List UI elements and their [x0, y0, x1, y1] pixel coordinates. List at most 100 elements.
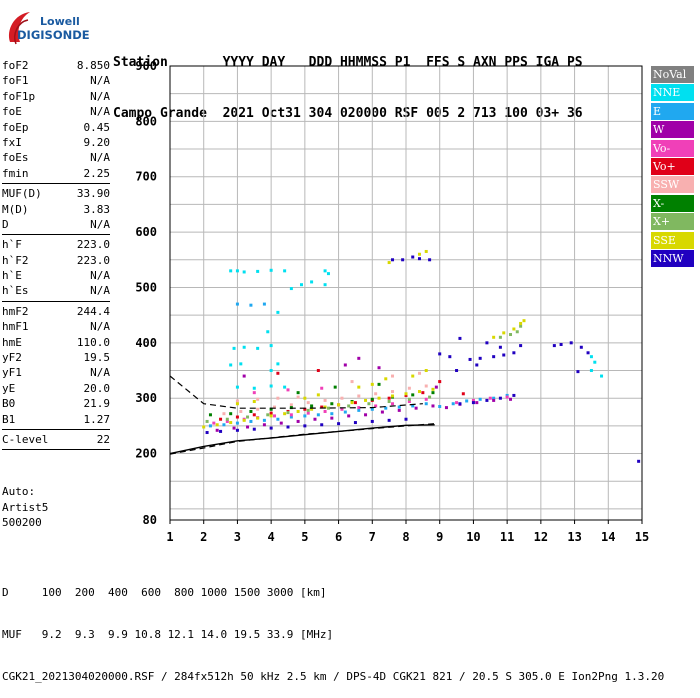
param-row: h`F2 223.0	[2, 253, 110, 268]
data-point	[505, 393, 509, 397]
data-point	[286, 388, 290, 392]
data-point	[407, 386, 411, 390]
data-point	[357, 406, 361, 410]
data-point	[370, 382, 374, 386]
data-point	[276, 396, 280, 400]
param-value: N/A	[90, 366, 110, 380]
param-value: N/A	[90, 217, 110, 231]
data-point	[370, 397, 374, 401]
data-point	[498, 396, 502, 400]
data-point	[357, 394, 361, 398]
legend-item-e: E	[651, 102, 694, 120]
data-point	[303, 396, 307, 400]
data-point	[208, 424, 212, 428]
data-point	[316, 393, 320, 397]
data-point	[522, 319, 526, 323]
data-point	[235, 415, 239, 419]
data-point	[202, 425, 206, 429]
data-point	[306, 408, 310, 412]
data-point	[219, 417, 223, 421]
data-point	[323, 283, 327, 287]
data-point	[411, 404, 415, 408]
legend-item-ssw: SSW	[651, 176, 694, 194]
data-point	[299, 283, 303, 287]
data-point	[478, 397, 482, 401]
data-point	[286, 411, 290, 415]
data-point	[326, 272, 330, 276]
data-point	[343, 410, 347, 414]
param-value: 21.9	[83, 397, 111, 411]
legend-item-x-: X-	[651, 194, 694, 212]
data-point	[343, 363, 347, 367]
param-row: hmF2 244.4	[2, 304, 110, 319]
data-point	[509, 333, 513, 337]
data-point	[569, 341, 573, 345]
param-name: foF2	[2, 59, 29, 72]
auto-program: Artist5	[2, 500, 49, 514]
param-row: yE 20.0	[2, 381, 110, 396]
x-tick-label: 13	[567, 530, 581, 544]
chart-axes: 1 2 3 4 5 6 7 8 9 10 11 12 13 14 158020030040050060070…	[135, 59, 649, 544]
data-point	[279, 421, 283, 425]
data-point	[323, 269, 327, 273]
data-point	[492, 355, 496, 359]
data-point	[380, 410, 384, 414]
param-row: M(D) 3.83	[2, 202, 110, 217]
y-tick-label: 400	[135, 336, 157, 350]
data-point	[414, 406, 418, 410]
data-point	[417, 371, 421, 375]
data-point	[397, 408, 401, 412]
data-point	[215, 428, 219, 432]
legend-item-vo-: Vo-	[651, 139, 694, 157]
data-point	[397, 405, 401, 409]
data-point	[256, 407, 260, 411]
series-ssw	[222, 371, 428, 416]
data-point	[353, 401, 357, 405]
data-point	[387, 396, 391, 400]
data-point	[458, 336, 462, 340]
data-point	[407, 400, 411, 404]
x-tick-label: 2	[200, 530, 207, 544]
data-point	[235, 302, 239, 306]
param-name: hmE	[2, 335, 22, 349]
data-point	[273, 414, 277, 418]
data-point	[353, 421, 357, 425]
x-tick-label: 5	[301, 530, 308, 544]
series-x+	[205, 324, 523, 423]
data-point	[471, 398, 475, 402]
data-point	[411, 255, 415, 259]
direction-legend: NoVal NNE E W Vo- Vo+ SSW X- X+ SSE NNW	[651, 66, 694, 268]
x-tick-label: 8	[402, 530, 409, 544]
param-row: foF1p N/A	[2, 89, 110, 104]
data-point	[492, 398, 496, 402]
data-point	[276, 310, 280, 314]
data-point	[576, 370, 580, 374]
y-tick-label: 900	[135, 59, 157, 73]
data-point	[306, 411, 310, 415]
param-value: 20.0	[83, 381, 111, 395]
data-point	[289, 403, 293, 407]
x-tick-label: 14	[601, 530, 615, 544]
series-nne	[229, 268, 604, 390]
param-value: 3.83	[83, 202, 111, 216]
param-row: hmE 110.0	[2, 335, 110, 350]
chart-points	[202, 249, 641, 463]
param-name: h`E	[2, 269, 22, 283]
param-separator	[2, 183, 110, 185]
data-point	[276, 417, 280, 421]
y-tick-label: 500	[135, 280, 157, 294]
data-point	[417, 390, 421, 394]
data-point	[364, 413, 368, 417]
data-point	[391, 390, 395, 394]
param-value: 1.27	[83, 412, 111, 426]
autoscaling-info: Auto: Artist5 500200	[2, 484, 48, 531]
param-value: 9.20	[83, 135, 111, 149]
x-tick-label: 7	[369, 530, 376, 544]
data-point	[208, 413, 212, 417]
x-tick-label: 12	[534, 530, 548, 544]
data-point	[316, 413, 320, 417]
param-row: yF1 N/A	[2, 365, 110, 380]
data-point	[347, 404, 351, 408]
data-point	[222, 423, 226, 427]
data-point	[235, 385, 239, 389]
